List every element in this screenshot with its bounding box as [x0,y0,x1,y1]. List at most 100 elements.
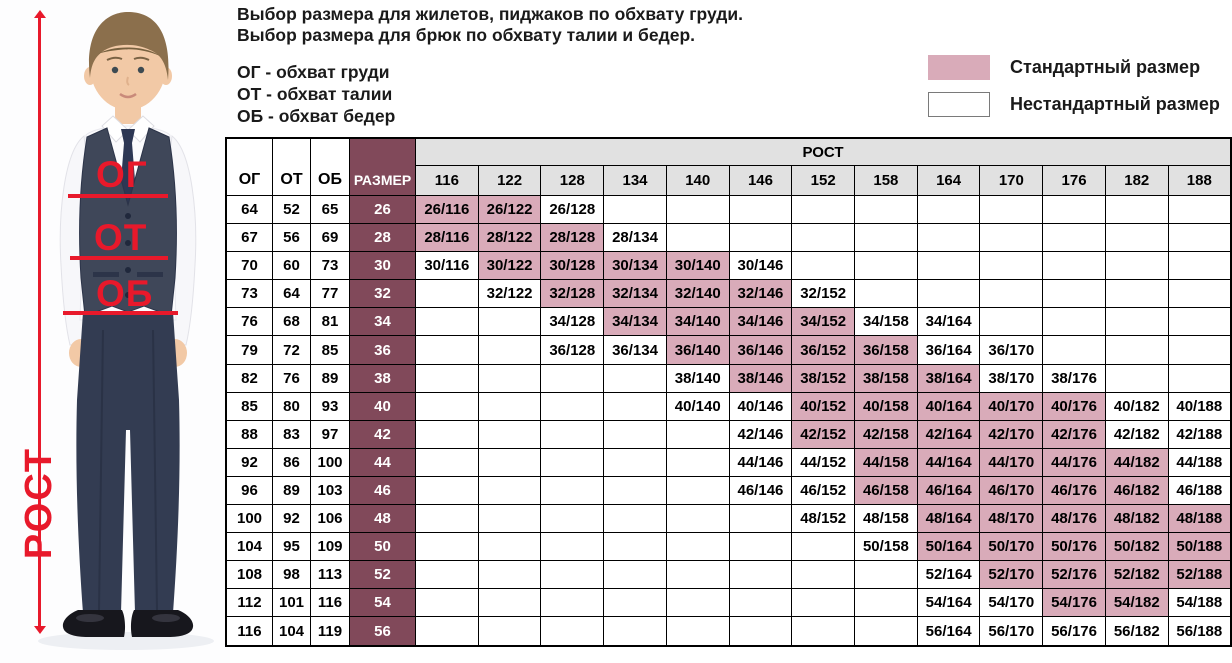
empty-cell [728,560,793,590]
waist-cell: 89 [272,475,311,506]
size-combo-cell: 34/152 [791,307,856,337]
size-cell: 34 [349,307,416,337]
empty-cell [665,419,730,449]
height-col-header: 170 [979,165,1044,196]
size-combo-cell: 32/152 [791,279,856,309]
empty-cell [1167,194,1232,225]
empty-cell [979,194,1044,225]
empty-cell [854,560,918,590]
empty-cell [728,194,793,225]
empty-cell [415,532,479,562]
empty-cell [603,419,667,449]
size-combo-cell: 56/176 [1042,616,1106,647]
empty-cell [1167,307,1232,337]
abbreviation-definitions: ОГ - обхват груди ОТ - обхват талии ОБ -… [237,61,395,127]
chest-cell: 116 [225,616,273,647]
size-combo-cell: 56/182 [1104,616,1169,647]
empty-cell [477,475,542,506]
size-combo-cell: 54/164 [916,588,981,618]
size-combo-cell: 38/146 [728,363,793,393]
empty-cell [1104,279,1169,309]
empty-cell [415,279,479,309]
size-combo-cell: 40/158 [854,391,918,421]
table-header-row-1: ОГ ОТ ОБ РАЗМЕР РОСТ [225,137,1232,196]
size-combo-cell: 50/188 [1167,532,1232,562]
table-row: 79 72 85 36 36/128 36/134 36/140 36/146 36/152 36… [225,335,1232,365]
table-row: 67 56 69 28 28/116 28/122 28/128 28/134 [225,223,1232,253]
legend: Стандартный размер Нестандартный размер [928,55,1220,129]
col-header-size: РАЗМЕР [349,137,416,196]
empty-cell [791,560,856,590]
size-combo-cell: 34/128 [540,307,605,337]
waist-cell: 92 [272,504,311,534]
height-col-header: 182 [1104,165,1169,196]
empty-cell [665,475,730,506]
size-combo-cell: 34/134 [603,307,667,337]
empty-cell [603,588,667,618]
size-combo-cell: 38/152 [791,363,856,393]
empty-cell [665,194,730,225]
waist-measure-line [70,256,168,260]
size-cell: 38 [349,363,416,393]
size-combo-cell: 48/176 [1042,504,1106,534]
hip-cell: 69 [310,223,350,253]
size-combo-cell: 50/182 [1104,532,1169,562]
size-combo-cell: 42/188 [1167,419,1232,449]
empty-cell [916,194,981,225]
size-combo-cell: 52/182 [1104,560,1169,590]
empty-cell [603,391,667,421]
size-combo-cell: 44/182 [1104,447,1169,477]
size-cell: 40 [349,391,416,421]
size-combo-cell: 54/176 [1042,588,1106,618]
size-combo-cell: 30/146 [728,251,793,281]
chest-cell: 79 [225,335,273,365]
empty-cell [477,504,542,534]
empty-cell [665,588,730,618]
size-combo-cell: 38/170 [979,363,1044,393]
col-header-chest: ОГ [225,137,273,196]
size-cell: 30 [349,251,416,281]
size-combo-cell: 40/170 [979,391,1044,421]
legend-row-standard: Стандартный размер [928,55,1220,80]
empty-cell [415,475,479,506]
empty-cell [477,391,542,421]
empty-cell [1167,251,1232,281]
size-combo-cell: 54/182 [1104,588,1169,618]
empty-cell [854,194,918,225]
height-col-header: 122 [477,165,542,196]
empty-cell [1104,363,1169,393]
empty-cell [854,279,918,309]
size-combo-cell: 44/146 [728,447,793,477]
size-combo-cell: 30/134 [603,251,667,281]
size-combo-cell: 42/170 [979,419,1044,449]
size-combo-cell: 42/158 [854,419,918,449]
empty-cell [979,279,1044,309]
empty-cell [854,616,918,647]
empty-cell [665,447,730,477]
size-combo-cell: 36/134 [603,335,667,365]
empty-cell [1167,363,1232,393]
empty-cell [665,560,730,590]
table-row: 76 68 81 34 34/128 34/134 34/140 34/146 34/152 34… [225,307,1232,337]
size-combo-cell: 38/164 [916,363,981,393]
size-combo-cell: 40/146 [728,391,793,421]
size-combo-cell: 56/164 [916,616,981,647]
size-combo-cell: 26/128 [540,194,605,225]
empty-cell [916,251,981,281]
height-col-header: 164 [916,165,981,196]
empty-cell [540,532,605,562]
hip-cell: 119 [310,616,350,647]
waist-definition: ОТ - обхват талии [237,84,393,104]
empty-cell [791,194,856,225]
size-combo-cell: 34/164 [916,307,981,337]
empty-cell [1167,223,1232,253]
size-combo-cell: 46/146 [728,475,793,506]
waist-cell: 104 [272,616,311,647]
size-combo-cell: 42/152 [791,419,856,449]
size-combo-cell: 30/116 [415,251,479,281]
size-combo-cell: 36/170 [979,335,1044,365]
table-row: 96 89 103 46 46/146 46/152 46/158 46/164 46/170 4… [225,475,1232,506]
empty-cell [415,447,479,477]
size-combo-cell: 44/158 [854,447,918,477]
table-row: 88 83 97 42 42/146 42/152 42/158 42/164 42/170 42… [225,419,1232,449]
